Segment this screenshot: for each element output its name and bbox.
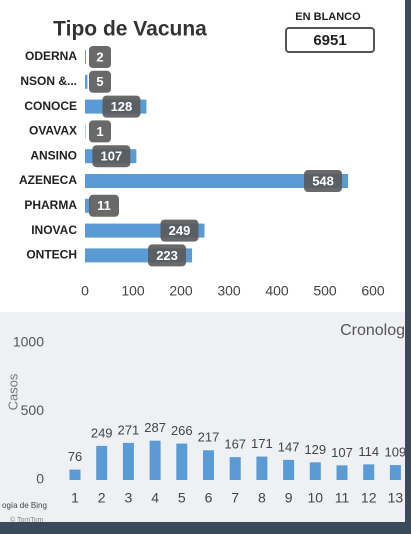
y-tick-label: PHARMA (24, 198, 77, 212)
x-tick-label: 0 (81, 283, 89, 299)
y-tick-label: NSON &... (20, 74, 77, 88)
bar (229, 457, 241, 480)
data-label-box (160, 219, 199, 242)
bar (122, 442, 134, 480)
bar (85, 50, 86, 64)
data-label: 114 (358, 444, 379, 459)
chart-title: Tipo de Vacuna (53, 18, 207, 41)
bar (69, 469, 81, 480)
lower-panel (0, 312, 405, 522)
bar (309, 462, 321, 480)
x-tick-label: 11 (335, 490, 350, 506)
y-axis-label: Casos (5, 373, 20, 410)
data-label-box (148, 244, 187, 267)
bar (85, 198, 91, 213)
x-tick-label: 2 (98, 490, 106, 506)
y-tick-label: INOVAC (31, 223, 77, 237)
data-label: 76 (68, 449, 82, 464)
x-tick-label: 600 (361, 283, 385, 299)
y-tick-label: 1000 (13, 334, 44, 350)
data-label: 271 (118, 422, 140, 437)
data-label-box (102, 95, 141, 118)
bar (85, 74, 88, 89)
y-tick-label: ONTECH (26, 248, 77, 262)
bar (336, 465, 348, 480)
y-tick-label: CONOCE (24, 99, 77, 113)
y-tick-label: 0 (36, 471, 44, 487)
bar (85, 174, 349, 188)
card-box (285, 27, 375, 53)
x-tick-label: 3 (125, 490, 133, 506)
x-tick-label: 6 (205, 490, 213, 506)
x-tick-label: 10 (308, 490, 324, 506)
y-tick-label: ANSINO (30, 148, 77, 162)
x-tick-label: 9 (285, 490, 293, 506)
map-credit: © TomTom (10, 516, 44, 524)
data-label: 128 (111, 99, 133, 114)
data-label: 548 (312, 173, 334, 188)
x-tick-label: 1 (71, 490, 79, 506)
data-label: 171 (251, 436, 273, 451)
x-tick-label: 8 (258, 490, 266, 506)
x-tick-label: 12 (361, 490, 377, 506)
y-tick-label: 500 (21, 402, 45, 418)
data-label: 11 (97, 198, 111, 213)
data-label: 167 (224, 437, 246, 452)
y-tick-label: ODERNA (25, 49, 77, 63)
x-tick-label: 4 (151, 490, 159, 506)
bar (203, 450, 214, 480)
data-label: 223 (156, 248, 178, 263)
data-label: 287 (144, 420, 166, 435)
data-label-box (304, 170, 343, 192)
data-label-box (89, 46, 111, 68)
data-label: 217 (198, 430, 220, 445)
bar (389, 465, 401, 480)
right-border (405, 0, 411, 534)
x-tick-label: 300 (217, 283, 241, 299)
data-label-box (89, 194, 119, 217)
data-label-box (89, 120, 111, 143)
bar (96, 445, 108, 480)
x-tick-label: 100 (121, 283, 145, 299)
data-label: 2 (96, 49, 103, 64)
data-label: 249 (169, 223, 191, 238)
data-label: 266 (171, 423, 193, 438)
bar (149, 440, 161, 480)
y-tick-label: OVAVAX (29, 124, 77, 138)
data-label: 129 (304, 442, 326, 457)
bar (363, 464, 375, 480)
bar (176, 443, 188, 480)
x-tick-label: 200 (169, 283, 193, 299)
bottom-border (0, 522, 411, 534)
card-value: 6951 (313, 32, 346, 49)
x-tick-label: 400 (265, 283, 289, 299)
data-label-box (89, 70, 111, 93)
chart-title: Cronolog (340, 322, 405, 339)
bar (256, 456, 268, 480)
data-label: 107 (101, 149, 123, 164)
data-label: 1 (96, 124, 103, 139)
data-label: 147 (278, 439, 300, 454)
y-tick-label: AZENECA (19, 173, 77, 187)
data-label-box (92, 145, 131, 168)
x-tick-label: 13 (388, 490, 404, 506)
card-label: EN BLANCO (295, 11, 361, 23)
x-tick-label: 5 (178, 490, 186, 506)
data-label: 109 (385, 445, 407, 460)
data-label: 249 (91, 425, 113, 440)
x-tick-label: 500 (313, 283, 337, 299)
bar (283, 459, 295, 480)
map-credit: ogía de Bing (2, 501, 47, 510)
data-label: 107 (331, 445, 353, 460)
data-label: 5 (96, 74, 103, 89)
x-tick-label: 7 (231, 490, 239, 506)
